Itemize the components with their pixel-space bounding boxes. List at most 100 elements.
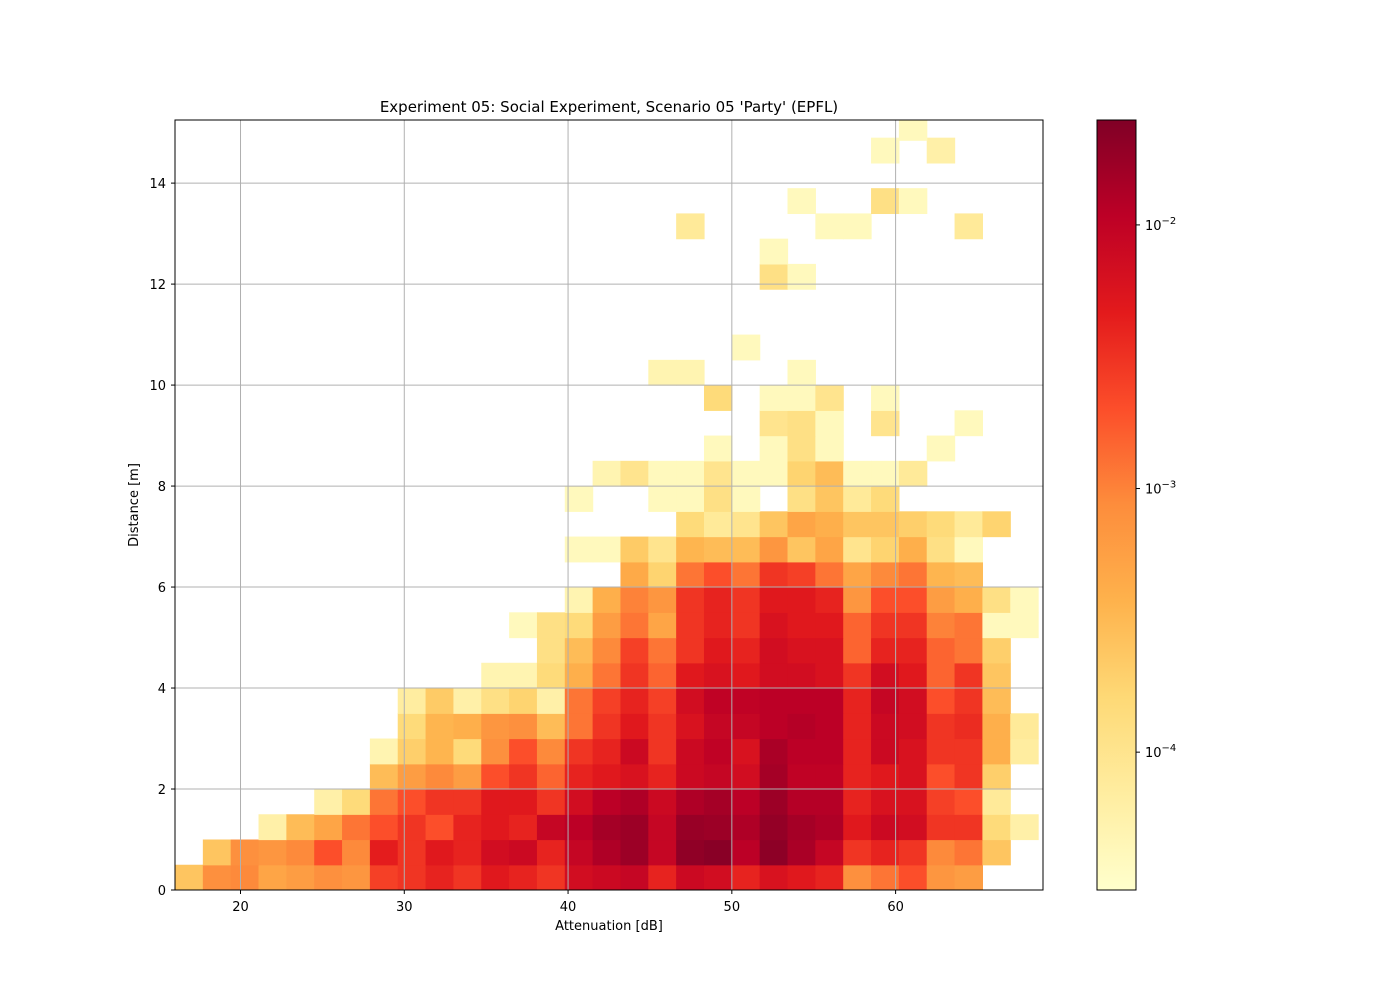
heatmap-cell	[648, 536, 677, 563]
heatmap-cell	[592, 864, 622, 890]
heatmap-cell	[564, 688, 594, 714]
heatmap-cell	[481, 662, 510, 689]
heatmap-cell	[369, 814, 399, 841]
y-tick-label: 2	[158, 783, 166, 798]
heatmap-cell	[731, 486, 761, 512]
heatmap-cell	[703, 814, 733, 841]
y-tick-label: 6	[158, 581, 166, 596]
heatmap-cell	[648, 460, 677, 487]
heatmap-cell	[787, 460, 816, 487]
heatmap-cell	[871, 662, 900, 689]
heatmap-cell	[898, 738, 928, 765]
heatmap-cell	[676, 587, 705, 613]
heatmap-cell	[564, 864, 594, 890]
heatmap-cell	[787, 662, 816, 689]
heatmap-cell	[1010, 738, 1039, 765]
heatmap-cell	[536, 688, 566, 714]
heatmap-cell	[620, 612, 649, 639]
heatmap-cell	[926, 763, 956, 790]
heatmap-cell	[954, 814, 983, 841]
heatmap-cell	[982, 688, 1011, 714]
heatmap-cell	[592, 688, 622, 714]
heatmap-cell	[731, 662, 761, 689]
heatmap-cell	[731, 334, 761, 361]
y-tick-label: 4	[158, 682, 166, 697]
heatmap-cell	[759, 713, 789, 740]
heatmap-cell	[787, 763, 816, 790]
heatmap-cell	[703, 435, 733, 462]
heatmap-cell	[898, 612, 928, 639]
x-tick-label: 40	[560, 900, 577, 915]
heatmap-cell	[898, 536, 928, 563]
heatmap-cell	[731, 460, 761, 487]
y-axis-label: Distance [m]	[127, 463, 142, 547]
heatmap-cell	[481, 814, 510, 841]
heatmap-cell	[509, 713, 538, 740]
heatmap-cell	[509, 864, 538, 890]
heatmap-cell	[536, 763, 566, 790]
heatmap-cell	[703, 789, 733, 815]
heatmap-cell	[592, 612, 622, 639]
heatmap-cell	[898, 662, 928, 689]
heatmap-cell	[843, 486, 872, 512]
heatmap-cell	[731, 637, 761, 664]
heatmap-cell	[703, 688, 733, 714]
heatmap-cell	[843, 637, 872, 664]
heatmap-cell	[731, 864, 761, 890]
heatmap-cell	[1010, 612, 1039, 639]
heatmap-cell	[843, 864, 872, 890]
heatmap-cell	[843, 511, 872, 538]
heatmap-cell	[230, 839, 260, 866]
heatmap-cell	[509, 814, 538, 841]
heatmap-cell	[954, 536, 983, 563]
heatmap-cell	[787, 713, 816, 740]
heatmap-cell	[815, 839, 844, 866]
heatmap-cell	[703, 662, 733, 689]
heatmap-cell	[676, 688, 705, 714]
heatmap-cell	[954, 738, 983, 765]
heatmap-cell	[397, 763, 427, 790]
heatmap-cell	[676, 789, 705, 815]
heatmap-cell	[954, 763, 983, 790]
heatmap-cell	[926, 137, 956, 164]
heatmap-cell	[898, 814, 928, 841]
heatmap-cell	[815, 713, 844, 740]
heatmap-cell	[564, 789, 594, 815]
heatmap-cell	[397, 864, 427, 890]
heatmap-cell	[703, 612, 733, 639]
heatmap-cell	[926, 612, 956, 639]
heatmap-cell	[871, 688, 900, 714]
heatmap-cell	[871, 839, 900, 866]
heatmap-cell	[954, 864, 983, 890]
heatmap-cell	[982, 738, 1011, 765]
heatmap-cell	[592, 738, 622, 765]
heatmap-cell	[703, 587, 733, 613]
heatmap-cell	[871, 612, 900, 639]
heatmap-cell	[898, 120, 928, 141]
heatmap-cell	[536, 738, 566, 765]
heatmap-cell	[898, 713, 928, 740]
heatmap-cell	[926, 738, 956, 765]
heatmap-cell	[564, 612, 594, 639]
heatmap-cell	[453, 763, 482, 790]
heatmap-cell	[453, 713, 482, 740]
heatmap-cell	[954, 561, 983, 588]
heatmap-cell	[481, 688, 510, 714]
heatmap-cell	[536, 789, 566, 815]
heatmap-cell	[676, 814, 705, 841]
heatmap-cell	[592, 814, 622, 841]
heatmap-cell	[314, 839, 343, 866]
heatmap-cell	[620, 688, 649, 714]
heatmap-cell	[592, 662, 622, 689]
heatmap-cell	[369, 789, 399, 815]
heatmap-cell	[982, 814, 1011, 841]
heatmap-cell	[342, 839, 371, 866]
x-axis-label: Attenuation [dB]	[555, 919, 663, 934]
heatmap-cell	[815, 612, 844, 639]
heatmap-cell	[202, 864, 232, 890]
heatmap-cell	[954, 213, 983, 240]
heatmap-cell	[592, 536, 622, 563]
heatmap-cell	[815, 486, 844, 512]
heatmap-cell	[926, 637, 956, 664]
heatmap-cell	[787, 410, 816, 437]
